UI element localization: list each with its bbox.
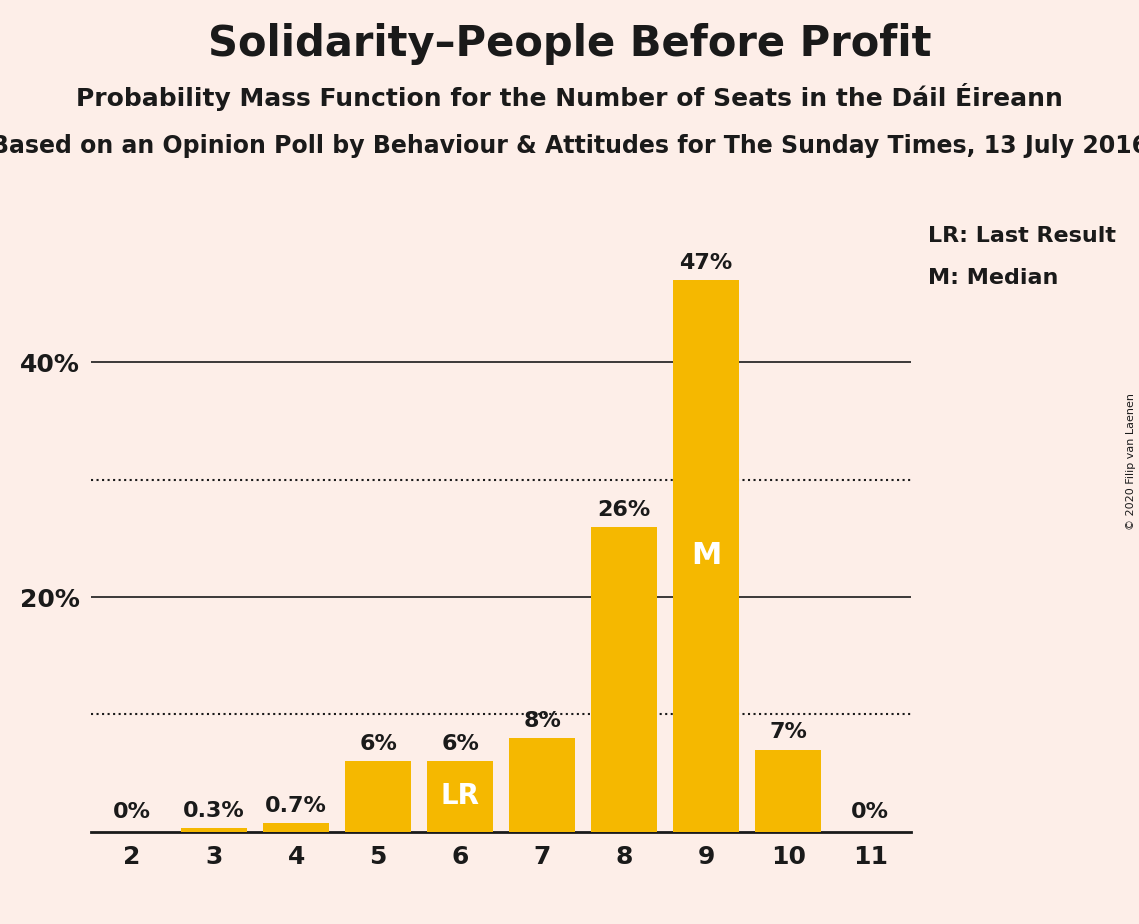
Text: 26%: 26% xyxy=(598,500,650,519)
Text: LR: Last Result: LR: Last Result xyxy=(928,226,1116,247)
Bar xyxy=(181,828,247,832)
Text: 6%: 6% xyxy=(441,735,480,754)
Text: 6%: 6% xyxy=(359,735,398,754)
Bar xyxy=(755,749,821,832)
Text: 0.7%: 0.7% xyxy=(265,796,327,817)
Text: 0%: 0% xyxy=(113,802,151,822)
Bar xyxy=(345,761,411,832)
Bar xyxy=(509,737,575,832)
Text: M: M xyxy=(691,541,721,570)
Text: 8%: 8% xyxy=(523,711,562,731)
Bar xyxy=(673,280,739,832)
Text: © 2020 Filip van Laenen: © 2020 Filip van Laenen xyxy=(1126,394,1136,530)
Text: Solidarity–People Before Profit: Solidarity–People Before Profit xyxy=(207,23,932,65)
Text: M: Median: M: Median xyxy=(928,268,1058,288)
Text: Probability Mass Function for the Number of Seats in the Dáil Éireann: Probability Mass Function for the Number… xyxy=(76,83,1063,111)
Bar xyxy=(263,823,329,832)
Text: 0.3%: 0.3% xyxy=(183,801,245,821)
Bar xyxy=(427,761,493,832)
Text: 0%: 0% xyxy=(851,802,890,822)
Text: Based on an Opinion Poll by Behaviour & Attitudes for The Sunday Times, 13 July : Based on an Opinion Poll by Behaviour & … xyxy=(0,134,1139,158)
Text: LR: LR xyxy=(441,783,480,810)
Bar xyxy=(591,527,657,832)
Text: 7%: 7% xyxy=(769,723,808,743)
Text: 47%: 47% xyxy=(680,253,732,274)
